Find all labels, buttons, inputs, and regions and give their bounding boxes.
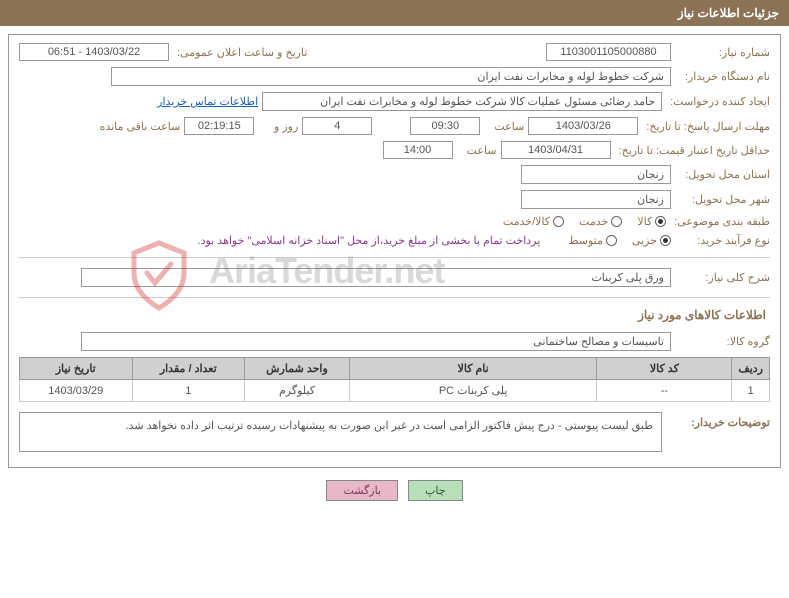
cell-code: --	[597, 380, 732, 402]
print-button[interactable]: چاپ	[408, 480, 463, 501]
response-date-value: 1403/03/26	[528, 117, 638, 135]
need-desc-value: ورق پلی کربنات	[81, 268, 671, 287]
row-city: شهر محل تحویل: زنجان	[19, 190, 770, 209]
row-process: نوع فرآیند خرید: جزیی متوسط پرداخت تمام …	[19, 234, 770, 247]
header-title: جزئیات اطلاعات نیاز	[678, 6, 779, 20]
cell-unit: کیلوگرم	[244, 380, 349, 402]
response-deadline-label: مهلت ارسال پاسخ: تا تاریخ:	[642, 120, 770, 133]
row-buyer-notes: توضیحات خریدار: طبق لیست پیوستی - درج پی…	[19, 412, 770, 452]
col-unit: واحد شمارش	[244, 358, 349, 380]
payment-note: پرداخت تمام یا بخشی از مبلغ خرید،از محل …	[198, 234, 541, 247]
response-time-value: 09:30	[410, 117, 480, 135]
radio-small[interactable]: جزیی	[632, 234, 671, 247]
radio-both-label: کالا/خدمت	[503, 215, 550, 228]
cell-qty: 1	[132, 380, 244, 402]
radio-service[interactable]: خدمت	[579, 215, 622, 228]
col-code: کد کالا	[597, 358, 732, 380]
validity-time-label: ساعت	[457, 144, 497, 157]
radio-circle-icon	[606, 235, 617, 246]
row-province: استان محل تحویل: زنجان	[19, 165, 770, 184]
cell-rownum: 1	[732, 380, 770, 402]
validity-label: حداقل تاریخ اعتبار قیمت: تا تاریخ:	[615, 144, 770, 157]
row-category: طبقه بندی موضوعی: کالا خدمت کالا/خدمت	[19, 215, 770, 228]
button-row: چاپ بازگشت	[0, 480, 789, 501]
radio-medium[interactable]: متوسط	[568, 234, 617, 247]
need-number-value: 1103001105000880	[546, 43, 671, 61]
category-label: طبقه بندی موضوعی:	[670, 215, 770, 228]
separator	[19, 297, 770, 298]
requester-value: حامد رضائی مسئول عملیات کالا شرکت خطوط ل…	[262, 92, 662, 111]
goods-table: ردیف کد کالا نام کالا واحد شمارش تعداد /…	[19, 357, 770, 402]
radio-circle-icon	[611, 216, 622, 227]
days-and-label: روز و	[258, 120, 298, 133]
radio-service-label: خدمت	[579, 215, 608, 228]
province-label: استان محل تحویل:	[675, 168, 770, 181]
row-need-desc: شرح کلی نیاز: ورق پلی کربنات	[19, 268, 770, 287]
goods-info-title: اطلاعات کالاهای مورد نیاز	[19, 308, 770, 322]
requester-label: ایجاد کننده درخواست:	[666, 95, 770, 108]
back-button[interactable]: بازگشت	[326, 480, 398, 501]
col-date: تاریخ نیاز	[20, 358, 133, 380]
days-value: 4	[302, 117, 372, 135]
table-header-row: ردیف کد کالا نام کالا واحد شمارش تعداد /…	[20, 358, 770, 380]
row-buyer-org: نام دستگاه خریدار: شرکت خطوط لوله و مخاب…	[19, 67, 770, 86]
radio-medium-label: متوسط	[568, 234, 603, 247]
buyer-contact-link[interactable]: اطلاعات تماس خریدار	[157, 95, 258, 108]
remaining-label: ساعت باقی مانده	[96, 120, 181, 133]
remaining-time-value: 02:19:15	[184, 117, 254, 135]
cell-name: پلی کربنات PC	[349, 380, 596, 402]
radio-circle-icon	[655, 216, 666, 227]
city-value: زنجان	[521, 190, 671, 209]
radio-goods-label: کالا	[637, 215, 652, 228]
city-label: شهر محل تحویل:	[675, 193, 770, 206]
radio-circle-icon	[553, 216, 564, 227]
buyer-notes-value: طبق لیست پیوستی - درج پیش فاکتور الزامی …	[19, 412, 662, 452]
category-radio-group: کالا خدمت کالا/خدمت	[503, 215, 666, 228]
goods-group-value: تاسیسات و مصالح ساختمانی	[81, 332, 671, 351]
table-row: 1 -- پلی کربنات PC کیلوگرم 1 1403/03/29	[20, 380, 770, 402]
need-desc-label: شرح کلی نیاز:	[675, 271, 770, 284]
response-time-label: ساعت	[484, 120, 524, 133]
process-label: نوع فرآیند خرید:	[675, 234, 770, 247]
buyer-org-value: شرکت خطوط لوله و مخابرات نفت ایران	[111, 67, 671, 86]
process-radio-group: جزیی متوسط	[568, 234, 671, 247]
validity-time-value: 14:00	[383, 141, 453, 159]
goods-group-label: گروه کالا:	[675, 335, 770, 348]
row-validity: حداقل تاریخ اعتبار قیمت: تا تاریخ: 1403/…	[19, 141, 770, 159]
buyer-notes-label: توضیحات خریدار:	[670, 412, 770, 452]
col-name: نام کالا	[349, 358, 596, 380]
buyer-org-label: نام دستگاه خریدار:	[675, 70, 770, 83]
radio-small-label: جزیی	[632, 234, 657, 247]
row-goods-group: گروه کالا: تاسیسات و مصالح ساختمانی	[19, 332, 770, 351]
row-need-number: شماره نیاز: 1103001105000880 تاریخ و ساع…	[19, 43, 770, 61]
need-number-label: شماره نیاز:	[675, 46, 770, 59]
row-response-deadline: مهلت ارسال پاسخ: تا تاریخ: 1403/03/26 سا…	[19, 117, 770, 135]
header-bar: جزئیات اطلاعات نیاز	[0, 0, 789, 26]
main-content: شماره نیاز: 1103001105000880 تاریخ و ساع…	[8, 34, 781, 468]
radio-circle-icon	[660, 235, 671, 246]
row-requester: ایجاد کننده درخواست: حامد رضائی مسئول عم…	[19, 92, 770, 111]
province-value: زنجان	[521, 165, 671, 184]
col-rownum: ردیف	[732, 358, 770, 380]
col-qty: تعداد / مقدار	[132, 358, 244, 380]
radio-goods[interactable]: کالا	[637, 215, 666, 228]
cell-date: 1403/03/29	[20, 380, 133, 402]
announce-date-value: 1403/03/22 - 06:51	[19, 43, 169, 61]
validity-date-value: 1403/04/31	[501, 141, 611, 159]
radio-both[interactable]: کالا/خدمت	[503, 215, 564, 228]
separator	[19, 257, 770, 258]
announce-date-label: تاریخ و ساعت اعلان عمومی:	[173, 46, 307, 59]
